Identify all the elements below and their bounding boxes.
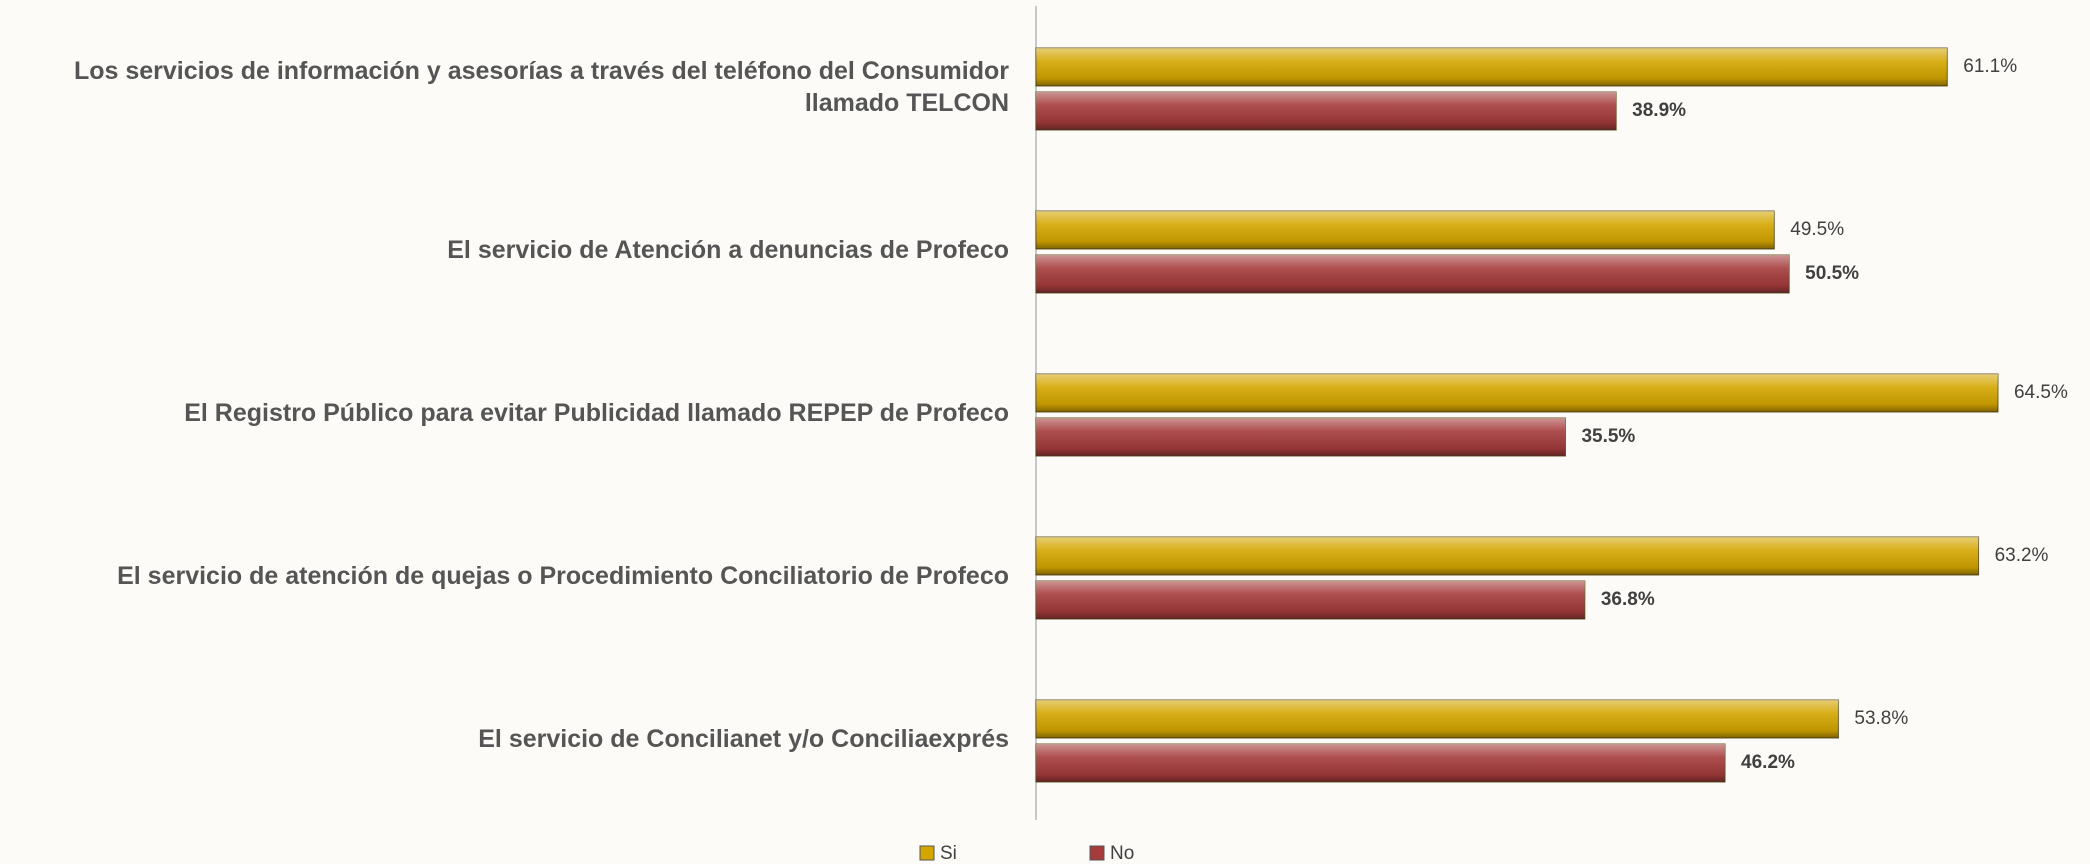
category-label: El servicio de Atención a denuncias de P… [447, 236, 1009, 264]
category-label: El servicio de atención de quejas o Proc… [117, 562, 1009, 590]
bar-shine [1036, 581, 1585, 619]
bar-shine [1036, 744, 1726, 782]
value-label: 63.2% [1995, 545, 2049, 566]
category-label: Los servicios de información y asesorías… [73, 57, 1009, 117]
bar-shine [1036, 92, 1617, 130]
bar-shine [1036, 700, 1839, 738]
bar-shine [1036, 418, 1566, 456]
legend-label: No [1110, 843, 1134, 864]
value-label: 46.2% [1741, 752, 1795, 773]
value-label: 53.8% [1854, 708, 1908, 729]
bar-shine [1036, 211, 1775, 249]
legend-label: Si [940, 843, 957, 864]
value-label: 49.5% [1790, 219, 1844, 240]
value-label: 50.5% [1805, 263, 1859, 284]
bar-shine [1036, 537, 1979, 575]
value-label: 36.8% [1601, 589, 1655, 610]
value-label: 38.9% [1632, 100, 1686, 121]
category-label: El Registro Público para evitar Publicid… [184, 399, 1009, 427]
legend-swatch [1089, 845, 1105, 861]
bar-shine [1036, 255, 1790, 293]
legend-swatch [919, 845, 935, 861]
value-label: 35.5% [1581, 426, 1635, 447]
bar-shine [1036, 374, 1998, 412]
value-label: 64.5% [2014, 382, 2068, 403]
value-label: 61.1% [1963, 56, 2017, 77]
bar-shine [1036, 48, 1948, 86]
category-label: El servicio de Concilianet y/o Conciliae… [478, 725, 1009, 753]
